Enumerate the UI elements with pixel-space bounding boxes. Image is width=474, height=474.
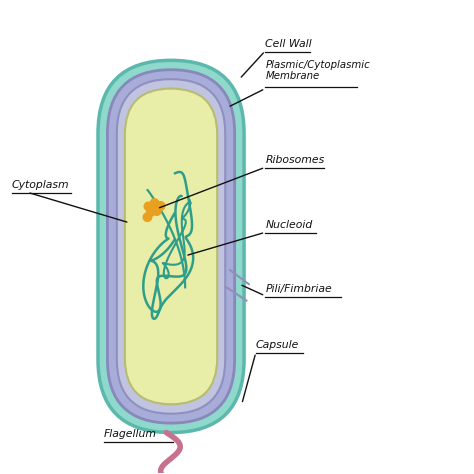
Text: Nucleoid: Nucleoid	[265, 220, 312, 230]
FancyBboxPatch shape	[125, 89, 217, 404]
Text: Cytoplasm: Cytoplasm	[12, 180, 69, 190]
Circle shape	[146, 208, 155, 216]
Text: Capsule: Capsule	[256, 340, 299, 350]
FancyBboxPatch shape	[117, 79, 225, 414]
Text: Plasmic/Cytoplasmic
Membrane: Plasmic/Cytoplasmic Membrane	[265, 60, 370, 82]
Circle shape	[150, 199, 159, 207]
FancyBboxPatch shape	[98, 60, 244, 433]
Text: Cell Wall: Cell Wall	[265, 38, 312, 48]
Circle shape	[144, 202, 153, 210]
Circle shape	[153, 207, 161, 215]
Circle shape	[143, 213, 152, 221]
Text: Pili/Fimbriae: Pili/Fimbriae	[265, 283, 332, 293]
Circle shape	[156, 201, 165, 210]
Text: Flagellum: Flagellum	[104, 428, 157, 438]
FancyBboxPatch shape	[108, 70, 235, 423]
Text: Ribosomes: Ribosomes	[265, 155, 325, 165]
